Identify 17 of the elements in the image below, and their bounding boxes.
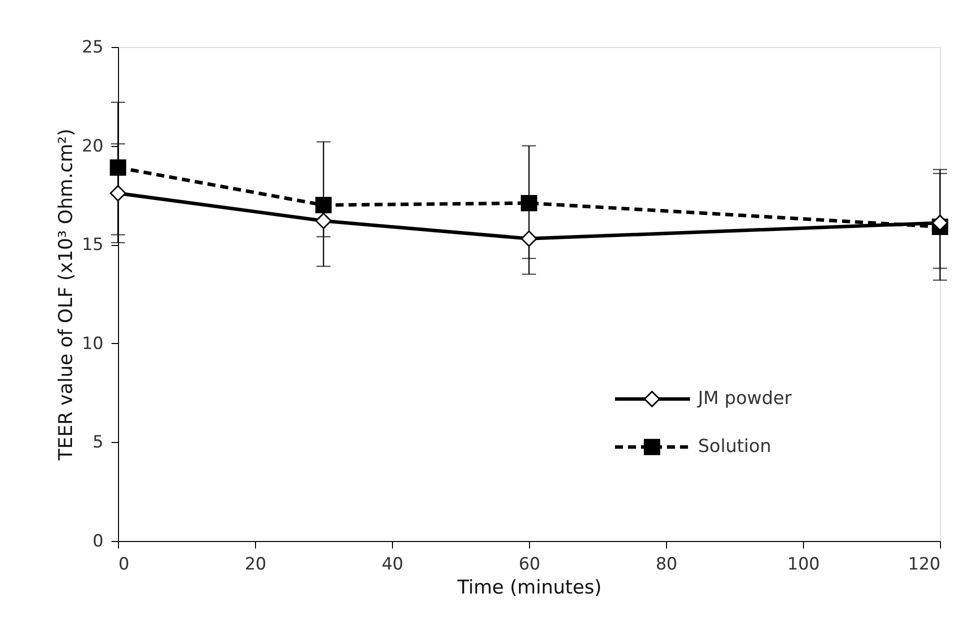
y-tick-label: 25 (82, 38, 104, 58)
x-tick-label: 40 (382, 554, 404, 574)
x-tick-label: 60 (518, 554, 540, 574)
x-axis-title: Time (minutes) (456, 576, 602, 598)
y-tick-label: 15 (82, 235, 104, 256)
y-axis-title: TEER value of OLF (x10³ Ohm.cm²) (54, 128, 77, 462)
x-tick-label: 20 (244, 554, 266, 574)
legend-label: JM powder (697, 388, 792, 409)
legend-label: Solution (698, 436, 772, 457)
y-tick-label: 20 (82, 136, 104, 156)
y-tick-label: 0 (92, 532, 104, 552)
x-tick-label: 100 (787, 554, 820, 574)
y-tick-label: 10 (82, 334, 104, 354)
x-tick-label: 0 (118, 554, 130, 574)
x-tick-label: 80 (656, 554, 678, 574)
x-tick-label: 120 (908, 554, 940, 574)
y-tick-label: 5 (92, 432, 104, 453)
